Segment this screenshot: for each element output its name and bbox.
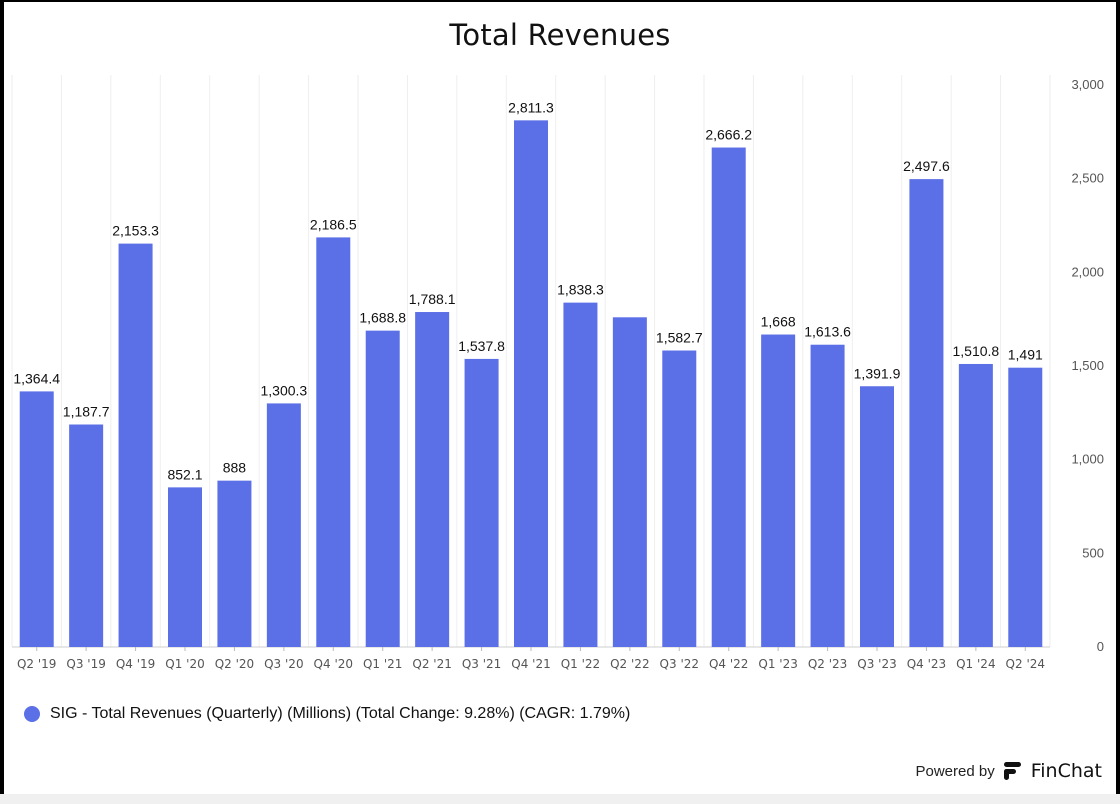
data-label: 2,497.6 [903, 158, 950, 174]
bar [1008, 367, 1043, 647]
bar [514, 120, 548, 648]
data-label: 1,688.8 [359, 310, 406, 326]
y-tick-label: 0 [1097, 639, 1104, 654]
data-label: 1,300.3 [260, 382, 307, 398]
x-tick-label: Q3 '22 [660, 657, 699, 671]
bar [168, 487, 202, 647]
data-label: 1,510.8 [952, 343, 999, 359]
y-tick-label: 1,000 [1071, 452, 1104, 467]
y-tick-label: 2,500 [1071, 171, 1104, 186]
data-label: 2,186.5 [310, 216, 357, 232]
x-tick-label: Q4 '21 [511, 657, 550, 671]
bar [118, 243, 153, 648]
data-label: 2,666.2 [705, 127, 752, 143]
finchat-logo-icon [1003, 762, 1021, 780]
x-tick-label: Q1 '20 [165, 657, 204, 671]
x-tick-label: Q4 '20 [314, 657, 353, 671]
data-label: 1,582.7 [656, 330, 703, 346]
bar [958, 363, 993, 647]
data-label: 1,491 [1008, 347, 1043, 363]
x-tick-label: Q2 '20 [215, 657, 254, 671]
data-label: 1,391.9 [854, 365, 901, 381]
data-label: 888 [223, 460, 247, 476]
x-tick-label: Q3 '21 [462, 657, 501, 671]
bar-chart: 1,364.4 1,187.7 2,153.3 852.1 888 1,300.3 2,18… [11, 75, 1104, 671]
data-label: 1,364.4 [13, 370, 60, 386]
x-tick-label: Q4 '23 [907, 657, 946, 671]
bar [711, 147, 746, 647]
data-label: 2,153.3 [112, 223, 159, 239]
y-tick-label: 3,000 [1071, 77, 1104, 92]
x-tick-label: Q1 '21 [363, 657, 402, 671]
chart-title: Total Revenues [449, 18, 671, 52]
bar [69, 424, 104, 647]
data-labels-layer: 1,364.4 1,187.7 2,153.3 852.1 888 1,300.3 2,18… [13, 99, 1043, 482]
grid-layer [11, 75, 1051, 648]
x-tick-label: Q1 '24 [956, 657, 995, 671]
x-tick-label: Q2 '22 [610, 657, 649, 671]
data-label: 2,811.3 [508, 99, 554, 115]
data-label: 1,838.3 [557, 282, 604, 298]
powered-by[interactable]: Powered by FinChat [916, 760, 1103, 782]
data-label: 1,788.1 [409, 291, 456, 307]
bar [810, 344, 845, 647]
y-tick-label: 500 [1082, 545, 1104, 560]
bar [860, 386, 894, 647]
legend-label: SIG - Total Revenues (Quarterly) (Millio… [50, 705, 631, 722]
data-label: 1,668 [761, 314, 796, 330]
bar [365, 330, 400, 647]
legend-swatch [24, 706, 40, 722]
bar [316, 237, 351, 647]
x-tick-label: Q2 '24 [1006, 657, 1045, 671]
data-label: 1,537.8 [458, 338, 505, 354]
data-label: 852.1 [167, 466, 202, 482]
bar [19, 391, 54, 647]
bar [563, 302, 598, 647]
x-tick-label: Q3 '20 [264, 657, 303, 671]
x-tick-label: Q2 '21 [412, 657, 451, 671]
x-tick-label: Q4 '19 [116, 657, 155, 671]
bar [761, 334, 796, 647]
x-tick-label: Q3 '23 [857, 657, 896, 671]
bar [266, 403, 301, 647]
y-tick-label: 1,500 [1071, 358, 1104, 373]
bar [662, 350, 697, 647]
x-axis: Q2 '19 Q3 '19 Q4 '19 Q1 '20 Q2 '20 Q3 '20 Q4 '… [17, 647, 1045, 671]
bottom-strip [0, 794, 1120, 804]
bar [909, 179, 944, 647]
x-tick-label: Q1 '22 [561, 657, 600, 671]
data-label: 1,613.6 [804, 324, 851, 340]
x-tick-label: Q4 '22 [709, 657, 748, 671]
y-tick-label: 2,000 [1071, 264, 1104, 279]
y-axis: 0 500 1,000 1,500 2,000 2,500 3,000 [1071, 77, 1104, 654]
x-tick-label: Q3 '19 [66, 657, 105, 671]
bars-layer [19, 120, 1043, 648]
powered-by-label: Powered by [915, 762, 995, 780]
bar [464, 358, 499, 647]
x-tick-label: Q1 '23 [758, 657, 797, 671]
data-label: 1,187.7 [63, 404, 110, 420]
brand-name: FinChat [1030, 760, 1102, 782]
legend[interactable]: SIG - Total Revenues (Quarterly) (Millio… [24, 705, 630, 723]
bar [217, 480, 252, 647]
x-tick-label: Q2 '19 [17, 657, 56, 671]
x-tick-label: Q2 '23 [808, 657, 847, 671]
bar [415, 312, 450, 647]
bar [612, 317, 647, 647]
